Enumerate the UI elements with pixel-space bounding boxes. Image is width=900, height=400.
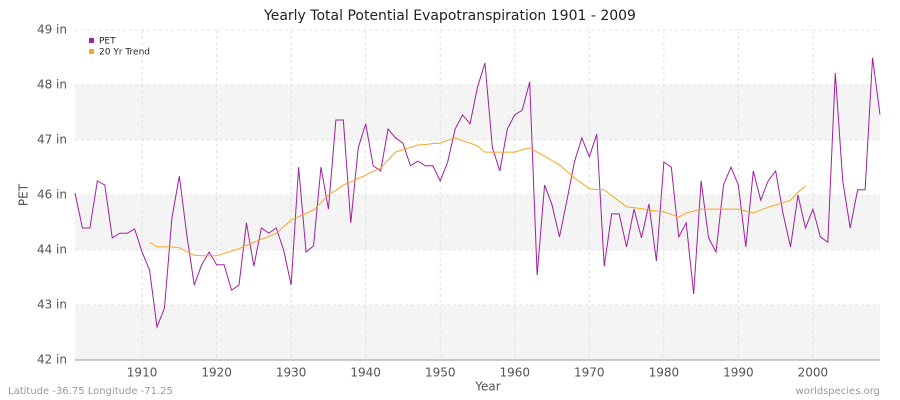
y-tick-label: 42 in — [37, 353, 67, 367]
y-tick-label: 49 in — [37, 23, 67, 37]
x-tick-label: 1950 — [425, 366, 456, 380]
x-tick-label: 1940 — [350, 366, 381, 380]
series-line — [74, 57, 881, 329]
x-tick-label: 1990 — [723, 366, 754, 380]
series-line — [149, 137, 806, 257]
chart-title: Yearly Total Potential Evapotranspiratio… — [263, 8, 636, 24]
legend-swatch — [89, 49, 94, 54]
footer-right: worldspecies.org — [796, 386, 880, 397]
x-tick-label: 1910 — [127, 366, 158, 380]
grid-band — [75, 304, 880, 360]
x-tick-label: 1980 — [649, 366, 680, 380]
y-axis-label: PET — [17, 183, 31, 206]
y-tick-label: 48 in — [37, 78, 67, 92]
legend-label: 20 Yr Trend — [99, 48, 150, 58]
grid-band — [75, 195, 880, 251]
x-tick-label: 2000 — [798, 366, 829, 380]
x-tick-label: 1930 — [276, 366, 307, 380]
y-tick-label: 43 in — [37, 297, 67, 311]
x-axis-label: Year — [474, 380, 500, 394]
grid-band — [75, 85, 880, 140]
x-tick-label: 1960 — [499, 366, 530, 380]
y-tick-label: 47 in — [37, 132, 67, 146]
footer-left: Latitude -36.75 Longitude -71.25 — [8, 386, 173, 397]
x-tick-label: 1970 — [574, 366, 605, 380]
y-tick-label: 44 in — [37, 243, 67, 257]
legend-label: PET — [99, 37, 116, 47]
legend-swatch — [89, 38, 94, 43]
x-tick-label: 1920 — [201, 366, 232, 380]
y-tick-label: 46 in — [37, 188, 67, 202]
